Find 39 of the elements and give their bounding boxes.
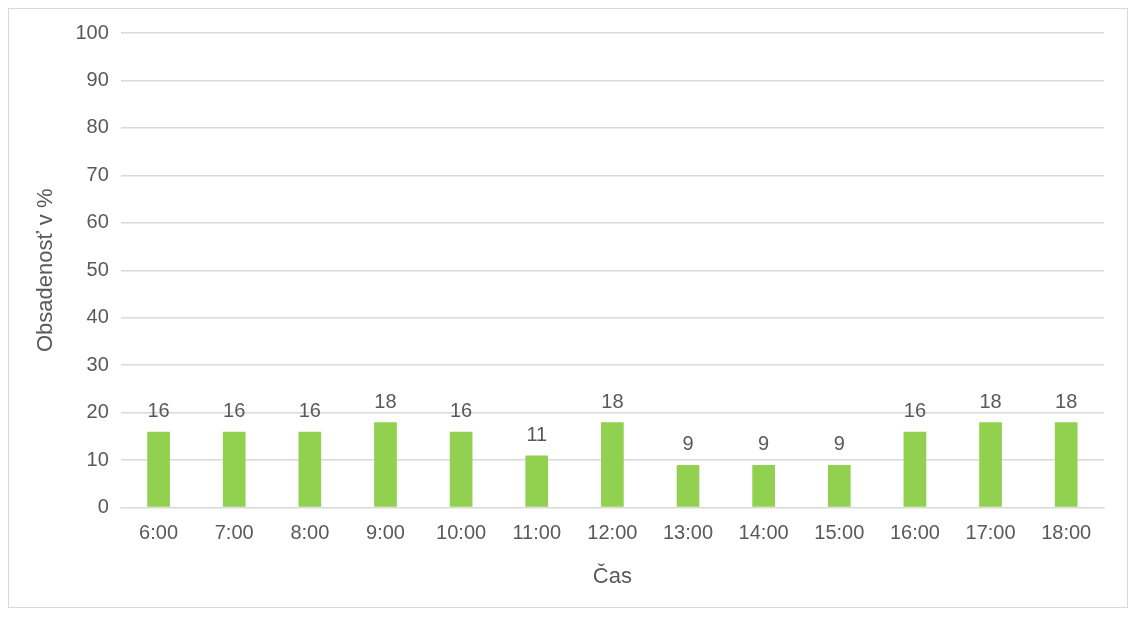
data-label: 9 bbox=[758, 432, 770, 455]
x-tick-label: 15:00 bbox=[814, 521, 865, 544]
data-label: 18 bbox=[601, 389, 624, 412]
y-tick-label: 10 bbox=[86, 447, 109, 470]
data-label: 16 bbox=[903, 399, 927, 422]
x-tick-label: 18:00 bbox=[1041, 521, 1092, 544]
y-tick-label: 40 bbox=[86, 305, 109, 328]
y-tick-label: 50 bbox=[86, 257, 109, 280]
y-axis-title: Obsadenosť v % bbox=[32, 188, 58, 353]
data-label: 18 bbox=[374, 389, 397, 412]
data-label: 11 bbox=[526, 422, 548, 445]
y-tick-label: 90 bbox=[86, 67, 109, 90]
x-tick-label: 6:00 bbox=[139, 521, 179, 544]
data-label: 9 bbox=[682, 432, 694, 455]
x-tick-label: 14:00 bbox=[738, 521, 789, 544]
data-label: 16 bbox=[147, 399, 170, 422]
x-tick-label: 13:00 bbox=[662, 521, 714, 544]
data-label: 16 bbox=[298, 399, 321, 422]
x-tick-label: 8:00 bbox=[290, 521, 330, 544]
x-tick-label: 7:00 bbox=[214, 521, 254, 544]
data-label: 16 bbox=[223, 399, 246, 422]
y-tick-label: 70 bbox=[86, 162, 109, 185]
y-tick-label: 60 bbox=[86, 210, 109, 233]
data-label: 16 bbox=[449, 399, 473, 422]
y-tick-label: 100 bbox=[75, 20, 109, 43]
x-tick-label: 16:00 bbox=[889, 521, 940, 544]
y-tick-label: 80 bbox=[86, 115, 109, 138]
y-tick-label: 0 bbox=[97, 495, 109, 518]
y-tick-label: 20 bbox=[86, 400, 109, 423]
x-tick-label: 12:00 bbox=[587, 521, 638, 544]
data-label: 9 bbox=[833, 432, 845, 455]
data-label: 18 bbox=[979, 389, 1002, 412]
x-axis-title: Čas bbox=[592, 562, 632, 588]
y-tick-label: 30 bbox=[86, 352, 109, 375]
x-tick-label: 9:00 bbox=[366, 521, 405, 544]
x-tick-label: 10:00 bbox=[436, 521, 487, 544]
x-tick-label: 11:00 bbox=[512, 521, 562, 544]
data-label: 18 bbox=[1055, 389, 1078, 412]
x-tick-label: 17:00 bbox=[965, 521, 1016, 544]
